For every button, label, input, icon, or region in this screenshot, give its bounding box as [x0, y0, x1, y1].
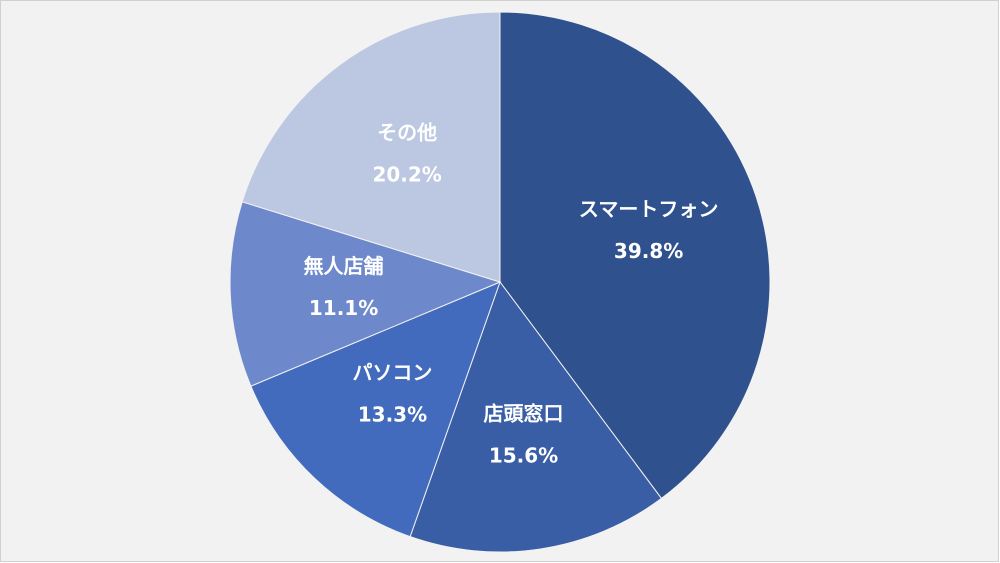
slice-value: 15.6%: [489, 443, 558, 467]
slice-value: 20.2%: [372, 162, 441, 186]
slice-name: パソコン: [352, 360, 432, 384]
pie-slice: [499, 11, 771, 500]
pie-slice: [409, 280, 663, 553]
pie-slice: [229, 201, 502, 387]
slice-name: 無人店舗: [304, 254, 384, 278]
slice-name: スマートフォン: [579, 197, 718, 221]
slice-value: 11.1%: [309, 296, 378, 320]
slice-value: 39.8%: [614, 239, 683, 263]
slice-name: 店頭窓口: [484, 401, 564, 425]
slice-value: 13.3%: [358, 402, 427, 426]
pie-slice: [241, 11, 501, 283]
slice-name: その他: [377, 120, 437, 144]
pie-slice: [250, 281, 501, 538]
